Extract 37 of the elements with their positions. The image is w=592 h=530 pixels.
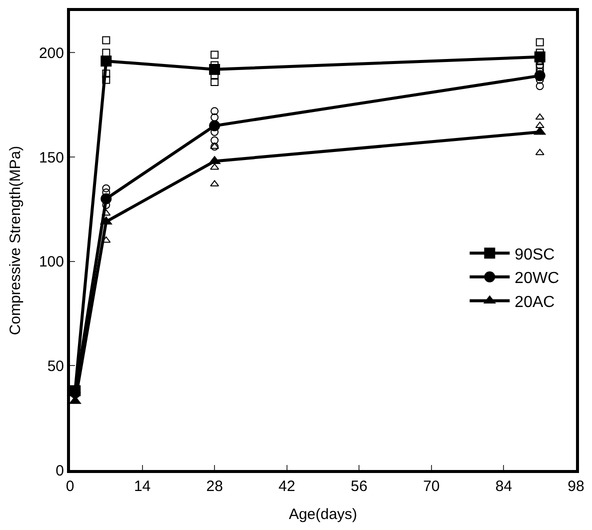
x-tick-label: 56 [350, 478, 368, 495]
point [536, 63, 544, 72]
point [102, 184, 110, 192]
x-tick-label: 84 [495, 478, 512, 495]
x-tick-label: 98 [568, 478, 584, 495]
point [210, 113, 219, 122]
y-tick-label: 200 [38, 44, 64, 62]
point [210, 142, 219, 151]
point [102, 36, 110, 44]
point [102, 48, 110, 57]
y-tick-label: 0 [56, 462, 64, 480]
point [102, 209, 111, 216]
legend-label: 20WC [514, 270, 560, 288]
point [210, 136, 219, 144]
x-tick-label: 14 [134, 478, 151, 495]
point [100, 56, 112, 67]
legend-label: 20AC [514, 294, 555, 311]
point [102, 70, 110, 78]
point [536, 38, 544, 46]
x-tick-label: 28 [206, 478, 223, 495]
point [536, 82, 544, 90]
y-tick-label: 150 [38, 149, 64, 166]
point [210, 163, 220, 170]
point [210, 78, 219, 86]
x-tick-label: 0 [66, 478, 74, 495]
x-tick-label: 70 [423, 478, 440, 495]
point [535, 148, 544, 156]
legend-label: 90SC [514, 246, 555, 264]
point [535, 113, 544, 120]
y-tick-label: 50 [47, 358, 64, 375]
x-tick-label: 42 [278, 478, 296, 495]
x-axis-title: Age(days) [288, 506, 358, 523]
y-tick-label: 100 [38, 254, 64, 271]
y-axis-title: Compressive Strength(MPa) [7, 146, 24, 336]
point [102, 76, 110, 84]
point [210, 107, 219, 116]
point [210, 50, 219, 59]
